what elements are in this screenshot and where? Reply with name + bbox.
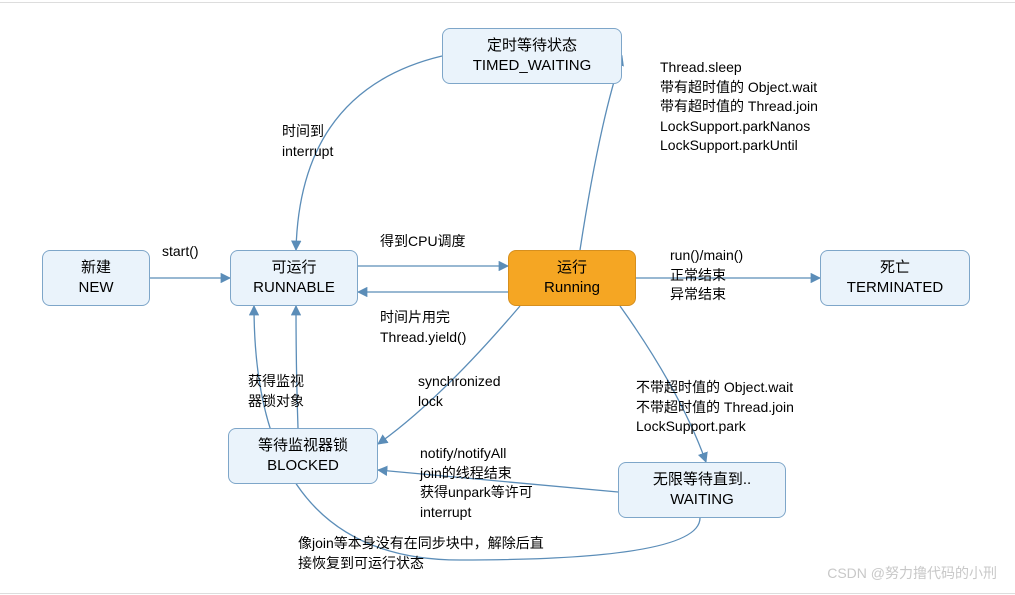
label-l-to-timed: Thread.sleep 带有超时值的 Object.wait 带有超时值的 T… xyxy=(660,58,818,156)
watermark-text: CSDN @努力撸代码的小刑 xyxy=(827,565,997,581)
node-timed: 定时等待状态TIMED_WAITING xyxy=(442,28,622,84)
node-blocked-title: 等待监视器锁 xyxy=(258,436,348,456)
label-l-to-waiting: 不带超时值的 Object.wait 不带超时值的 Thread.join Lo… xyxy=(636,378,794,437)
node-runnable-title: 可运行 xyxy=(271,258,316,278)
node-new-subtitle: NEW xyxy=(79,278,114,298)
node-running: 运行Running xyxy=(508,250,636,306)
label-l-to-runnable: 时间片用完 Thread.yield() xyxy=(380,308,466,347)
node-blocked: 等待监视器锁BLOCKED xyxy=(228,428,378,484)
node-timed-subtitle: TIMED_WAITING xyxy=(473,56,592,76)
label-l-timed-back: 时间到 interrupt xyxy=(282,122,333,161)
node-waiting-subtitle: WAITING xyxy=(670,490,734,510)
node-running-subtitle: Running xyxy=(544,278,600,298)
label-l-wait-blocked: notify/notifyAll join的线程结束 获得unpark等许可 i… xyxy=(420,444,533,522)
label-l-to-term: run()/main() 正常结束 异常结束 xyxy=(670,246,743,305)
node-timed-title: 定时等待状态 xyxy=(487,36,577,56)
node-new: 新建NEW xyxy=(42,250,150,306)
node-waiting: 无限等待直到..WAITING xyxy=(618,462,786,518)
label-l-get-lock: 获得监视 器锁对象 xyxy=(248,372,304,411)
node-new-title: 新建 xyxy=(81,258,111,278)
node-runnable: 可运行RUNNABLE xyxy=(230,250,358,306)
label-l-start: start() xyxy=(162,242,199,262)
node-terminated: 死亡TERMINATED xyxy=(820,250,970,306)
label-l-sync-lock: synchronized lock xyxy=(418,372,501,411)
node-terminated-subtitle: TERMINATED xyxy=(847,278,943,298)
node-blocked-subtitle: BLOCKED xyxy=(267,456,339,476)
node-terminated-title: 死亡 xyxy=(880,258,910,278)
label-l-to-running: 得到CPU调度 xyxy=(380,232,466,252)
node-runnable-subtitle: RUNNABLE xyxy=(253,278,335,298)
label-l-wait-run: 像join等本身没有在同步块中，解除后直 接恢复到可运行状态 xyxy=(298,534,544,573)
node-waiting-title: 无限等待直到.. xyxy=(653,470,751,490)
node-running-title: 运行 xyxy=(557,258,587,278)
watermark: CSDN @努力撸代码的小刑 xyxy=(827,563,997,583)
